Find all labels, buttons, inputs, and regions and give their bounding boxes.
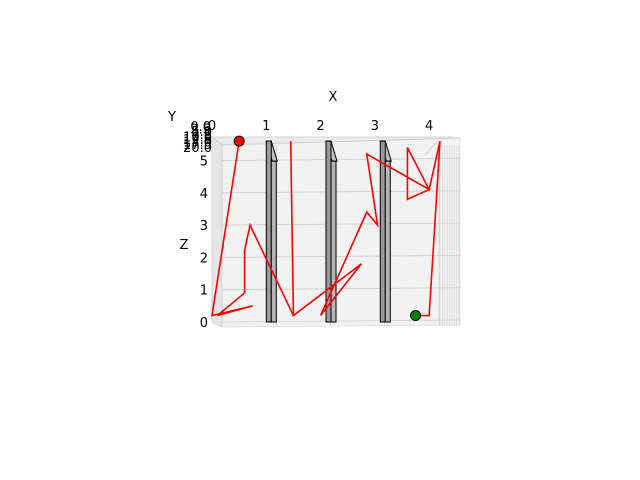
z-tick-5: 5 bbox=[200, 155, 208, 170]
z-tick-2: 2 bbox=[200, 251, 208, 266]
path-line bbox=[211, 140, 441, 318]
wall-3-face bbox=[379, 140, 386, 323]
y-tick-4: 10.0 bbox=[183, 130, 212, 145]
walls bbox=[265, 140, 392, 323]
back-pane bbox=[221, 137, 461, 328]
wall-1-face bbox=[265, 140, 272, 323]
z-tick-1: 1 bbox=[200, 284, 208, 299]
y-tick-6: 15.0 bbox=[183, 136, 212, 151]
y-tick-5: 12.5 bbox=[183, 133, 212, 148]
x-tick-2: 2 bbox=[316, 119, 324, 134]
x-tick-4: 4 bbox=[425, 119, 433, 134]
y-tick-8: 20.0 bbox=[183, 141, 212, 156]
wall-3 bbox=[379, 140, 392, 323]
y-tick-3: 7.5 bbox=[191, 128, 212, 143]
x-tick-3: 3 bbox=[371, 119, 379, 134]
wall-1 bbox=[265, 140, 278, 323]
grid-z-2 bbox=[221, 255, 461, 258]
start-point bbox=[233, 135, 245, 147]
y-tick-0: 0.0 bbox=[190, 120, 211, 135]
wall-2 bbox=[325, 140, 338, 323]
x-tick-0: 0 bbox=[208, 119, 216, 134]
axes-panes bbox=[210, 136, 461, 328]
grid-z-3 bbox=[221, 222, 461, 226]
path-layer bbox=[211, 135, 441, 322]
grid-z-5 bbox=[221, 158, 461, 161]
grid-z-4 bbox=[221, 190, 461, 194]
z-tick-0: 0 bbox=[200, 316, 208, 331]
top-pane bbox=[210, 136, 461, 146]
tick-labels: 0 1 2 3 4 0 1 2 3 4 5 0.02.55.07.510.012.515.017.52… bbox=[183, 119, 433, 331]
z-axis-label: Z bbox=[180, 238, 189, 253]
wall-2-side bbox=[330, 160, 337, 323]
grid-depth-diag bbox=[424, 137, 441, 156]
y-tick-2: 5.0 bbox=[191, 125, 212, 140]
x-axis-label: X bbox=[329, 90, 338, 105]
wall-1-side bbox=[270, 160, 277, 323]
z-tick-3: 3 bbox=[200, 219, 208, 234]
wall-3-side bbox=[384, 160, 391, 323]
y-axis-label: Y bbox=[167, 110, 176, 125]
grid-z-0 bbox=[221, 319, 461, 323]
y-tick-7: 17.5 bbox=[183, 138, 212, 153]
x-tick-1: 1 bbox=[262, 119, 270, 134]
end-point bbox=[410, 310, 422, 322]
y-tick-1: 2.5 bbox=[190, 123, 211, 138]
left-pane bbox=[211, 136, 223, 328]
z-tick-4: 4 bbox=[200, 187, 208, 202]
